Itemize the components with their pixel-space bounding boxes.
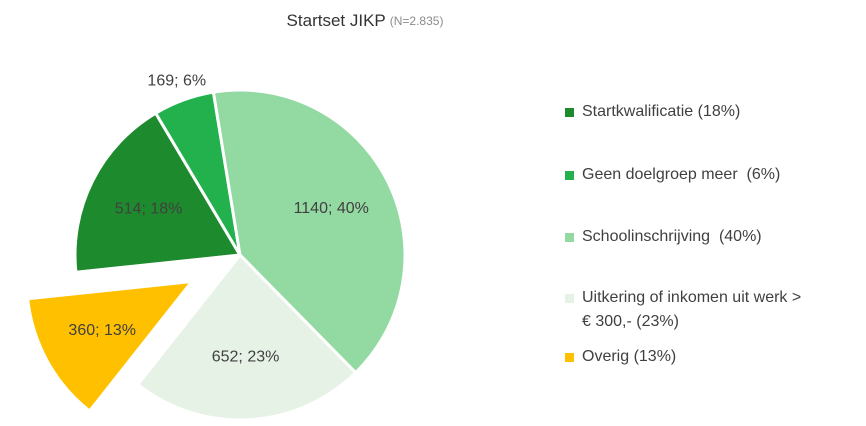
chart-title: Startset JIKP (N=2.835) [287, 11, 444, 30]
legend-item: Schoolinschrijving (40%) [565, 225, 762, 249]
data-label: 652; 23% [212, 348, 280, 365]
legend-label: Geen doelgroep meer (6%) [582, 166, 781, 183]
legend-item: Geen doelgroep meer (6%) [565, 163, 780, 187]
legend-swatch [565, 353, 574, 362]
legend-swatch [565, 171, 574, 180]
legend-item: Overig (13%) [565, 345, 676, 369]
legend-swatch [565, 294, 574, 303]
title-main: Startset JIKP [287, 11, 386, 30]
legend-label: Overig (13%) [582, 348, 677, 365]
pie-slice [26, 279, 196, 414]
data-label: 169; 6% [147, 73, 206, 90]
legend-item: Startkwalificatie (18%) [565, 100, 740, 124]
legend-label: Uitkering of inkomen uit werk > € 300,- … [582, 289, 802, 330]
pie-slice [211, 88, 407, 375]
legend-label: Startkwalificatie (18%) [582, 103, 741, 120]
legend-swatch [565, 233, 574, 242]
pie-slice [135, 252, 358, 422]
pie-slice [73, 111, 243, 274]
data-label: 1140; 40% [294, 200, 369, 217]
data-label: 360; 13% [68, 322, 136, 339]
legend-item: Uitkering of inkomen uit werk > € 300,- … [565, 286, 812, 334]
legend-swatch [565, 108, 574, 117]
legend-label: Schoolinschrijving (40%) [582, 228, 762, 245]
subtitle: (N=2.835) [390, 14, 444, 28]
data-label: 514; 18% [115, 200, 183, 217]
